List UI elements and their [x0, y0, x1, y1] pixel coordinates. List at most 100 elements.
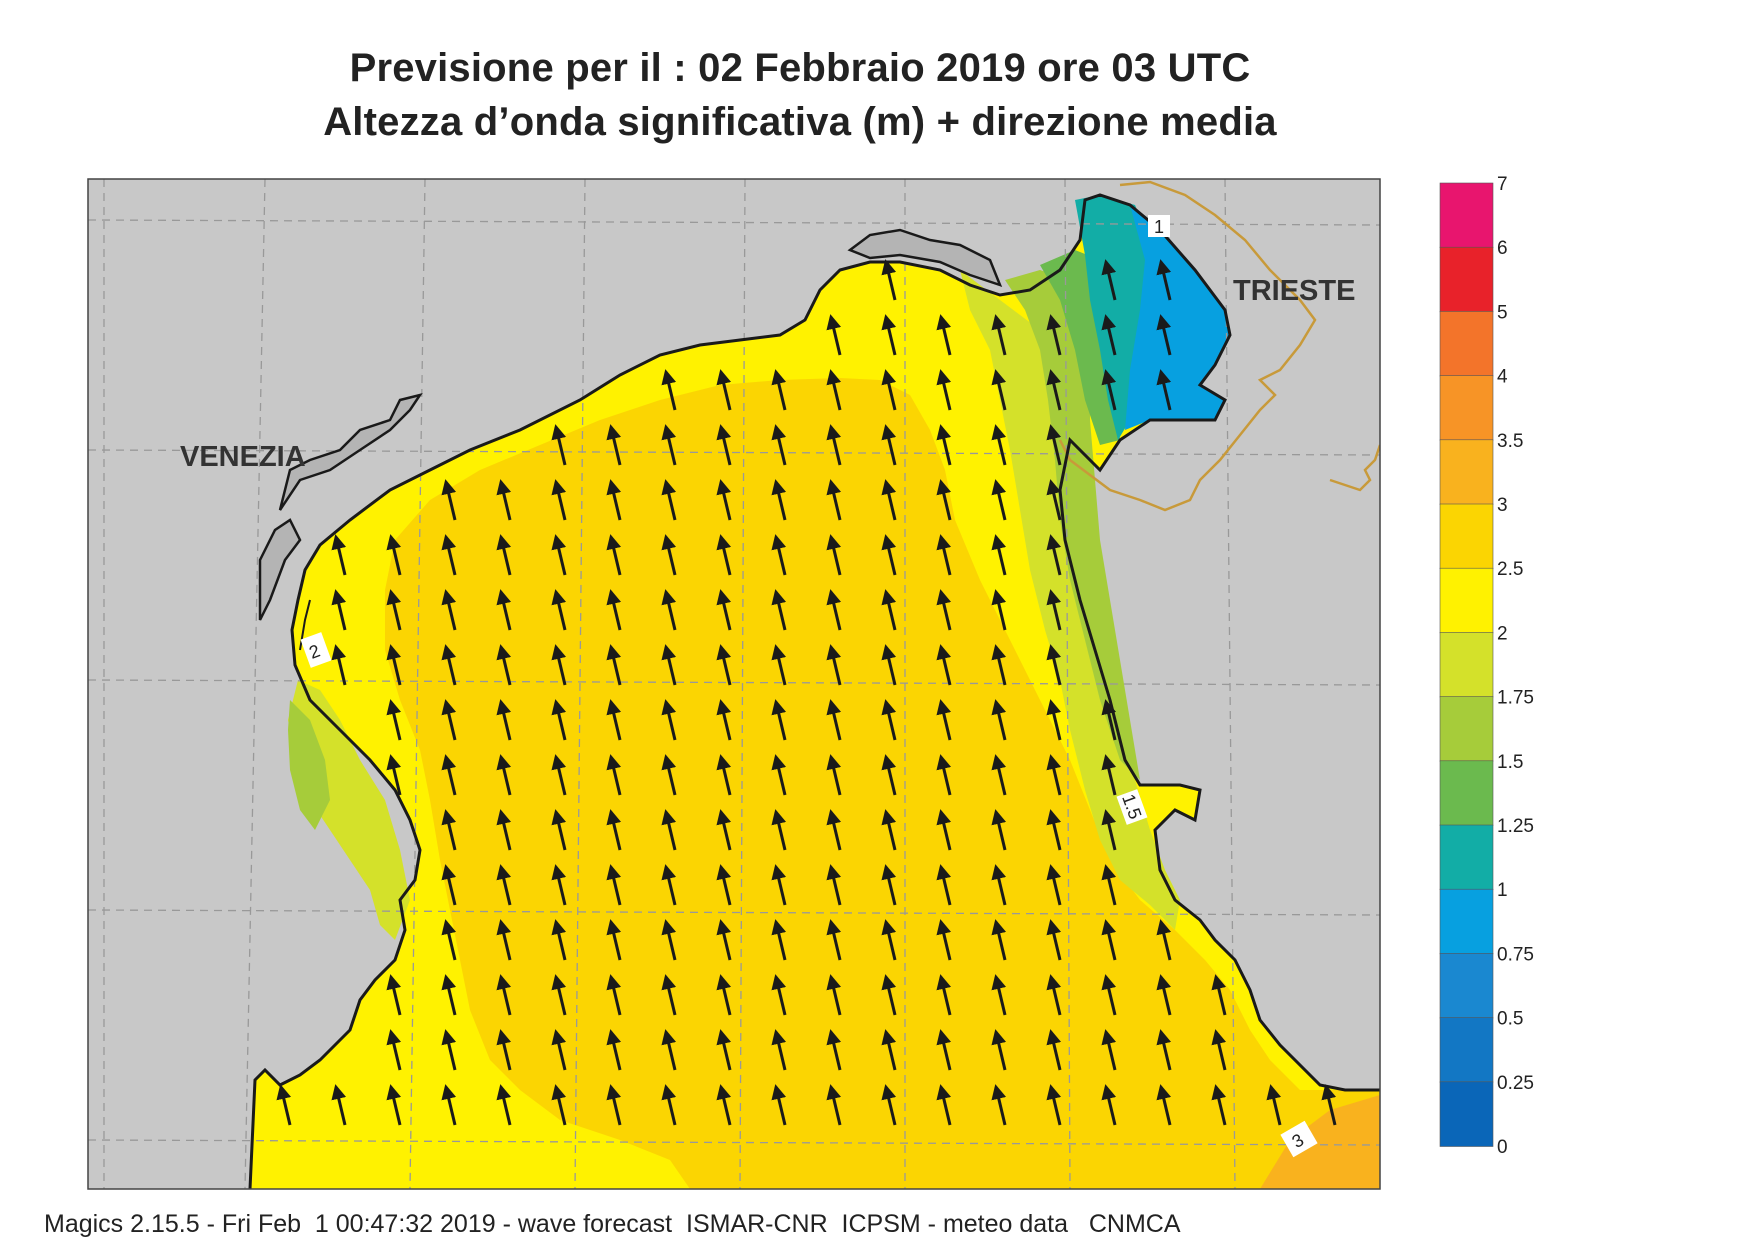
wave-arrow — [606, 919, 622, 961]
wave-arrow — [661, 644, 677, 686]
wave-arrow — [496, 864, 512, 906]
wave-arrow — [936, 754, 952, 796]
legend-label: 3.5 — [1497, 431, 1523, 452]
wave-arrow — [331, 644, 347, 686]
wave-arrow — [881, 864, 897, 906]
wave-arrow — [606, 699, 622, 741]
wave-arrow — [991, 919, 1007, 961]
wave-arrow — [771, 809, 787, 851]
wave-arrow — [661, 1084, 677, 1126]
footer-credits: Magics 2.15.5 - Fri Feb 1 00:47:32 2019 … — [44, 1210, 1181, 1238]
wave-zone-1_5-1_75-west — [288, 700, 330, 830]
wave-arrow — [771, 369, 787, 411]
wave-arrow — [331, 534, 347, 576]
wave-arrow — [716, 754, 732, 796]
wave-arrow — [1101, 919, 1117, 961]
wave-arrow — [1046, 644, 1062, 686]
svg-text:1: 1 — [1154, 217, 1164, 237]
wave-arrow — [881, 479, 897, 521]
wave-arrow — [1101, 1084, 1117, 1126]
legend-label: 0.75 — [1497, 944, 1534, 965]
wave-arrow — [936, 479, 952, 521]
wave-arrow — [661, 369, 677, 411]
wave-arrow — [826, 589, 842, 631]
wave-arrow — [936, 864, 952, 906]
wave-arrow — [716, 1029, 732, 1071]
wave-arrow — [496, 644, 512, 686]
legend-swatch — [1439, 375, 1494, 441]
wave-arrow — [1211, 974, 1227, 1016]
wave-arrow — [496, 919, 512, 961]
wave-arrow — [991, 1029, 1007, 1071]
wave-arrow — [441, 589, 457, 631]
wave-arrow — [936, 589, 952, 631]
wave-arrow — [991, 754, 1007, 796]
map-grid — [88, 179, 1380, 1189]
legend-label: 5 — [1497, 302, 1508, 323]
wave-arrow — [1211, 1084, 1227, 1126]
wave-arrow — [826, 369, 842, 411]
legend-label: 1 — [1497, 880, 1508, 901]
wave-arrow — [1046, 479, 1062, 521]
wave-arrow — [661, 424, 677, 466]
wave-arrow — [1156, 1029, 1172, 1071]
wave-arrow — [1046, 369, 1062, 411]
wave-arrow — [1101, 699, 1117, 741]
city-label-venezia: VENEZIA — [180, 441, 306, 473]
wave-arrow — [881, 1029, 897, 1071]
wave-arrow — [1156, 314, 1172, 356]
wave-arrow — [661, 919, 677, 961]
wave-arrow — [826, 919, 842, 961]
legend-label: 0.5 — [1497, 1009, 1523, 1030]
wave-arrow — [496, 974, 512, 1016]
legend-swatch — [1439, 824, 1494, 890]
wave-arrow — [826, 809, 842, 851]
wave-arrow — [661, 974, 677, 1016]
wave-arrow — [551, 919, 567, 961]
wave-arrow — [771, 864, 787, 906]
wave-arrow — [881, 1084, 897, 1126]
legend-swatch — [1439, 632, 1494, 698]
legend-swatch — [1439, 1017, 1494, 1083]
legend-swatch — [1439, 311, 1494, 377]
wave-arrow — [771, 1084, 787, 1126]
wave-arrow — [716, 534, 732, 576]
wave-arrow — [276, 1084, 292, 1126]
wave-arrow — [936, 369, 952, 411]
wave-arrow — [881, 754, 897, 796]
wave-arrow — [551, 699, 567, 741]
wave-arrow — [441, 699, 457, 741]
wave-arrow — [606, 534, 622, 576]
legend-swatch — [1439, 888, 1494, 955]
wave-arrow — [1101, 754, 1117, 796]
wave-arrow — [606, 864, 622, 906]
legend-label: 2 — [1497, 623, 1508, 644]
wave-arrow — [386, 974, 402, 1016]
wave-arrow — [936, 1084, 952, 1126]
wave-arrow — [606, 589, 622, 631]
wave-arrow — [716, 644, 732, 686]
wave-arrow — [661, 809, 677, 851]
wave-arrow — [606, 424, 622, 466]
wave-arrow — [716, 424, 732, 466]
map-title-line1: Previsione per il : 02 Febbraio 2019 ore… — [349, 46, 1251, 90]
wave-arrow — [771, 589, 787, 631]
wave-arrow — [881, 699, 897, 741]
legend-swatch — [1439, 439, 1494, 505]
wave-arrow — [551, 589, 567, 631]
wave-arrow — [1046, 1084, 1062, 1126]
wave-arrow — [1046, 809, 1062, 851]
wave-arrow — [936, 919, 952, 961]
wave-arrow — [496, 699, 512, 741]
wave-arrow — [936, 699, 952, 741]
wave-arrow — [386, 699, 402, 741]
wave-arrow — [771, 1029, 787, 1071]
contour-label-3: 3 — [1280, 1120, 1318, 1158]
wave-arrow — [1266, 1084, 1282, 1126]
map-frame — [87, 178, 1381, 1190]
wave-arrow — [606, 1029, 622, 1071]
wave-arrow — [881, 919, 897, 961]
wave-arrow — [661, 589, 677, 631]
wave-arrow — [1101, 974, 1117, 1016]
legend-swatch — [1439, 760, 1494, 826]
